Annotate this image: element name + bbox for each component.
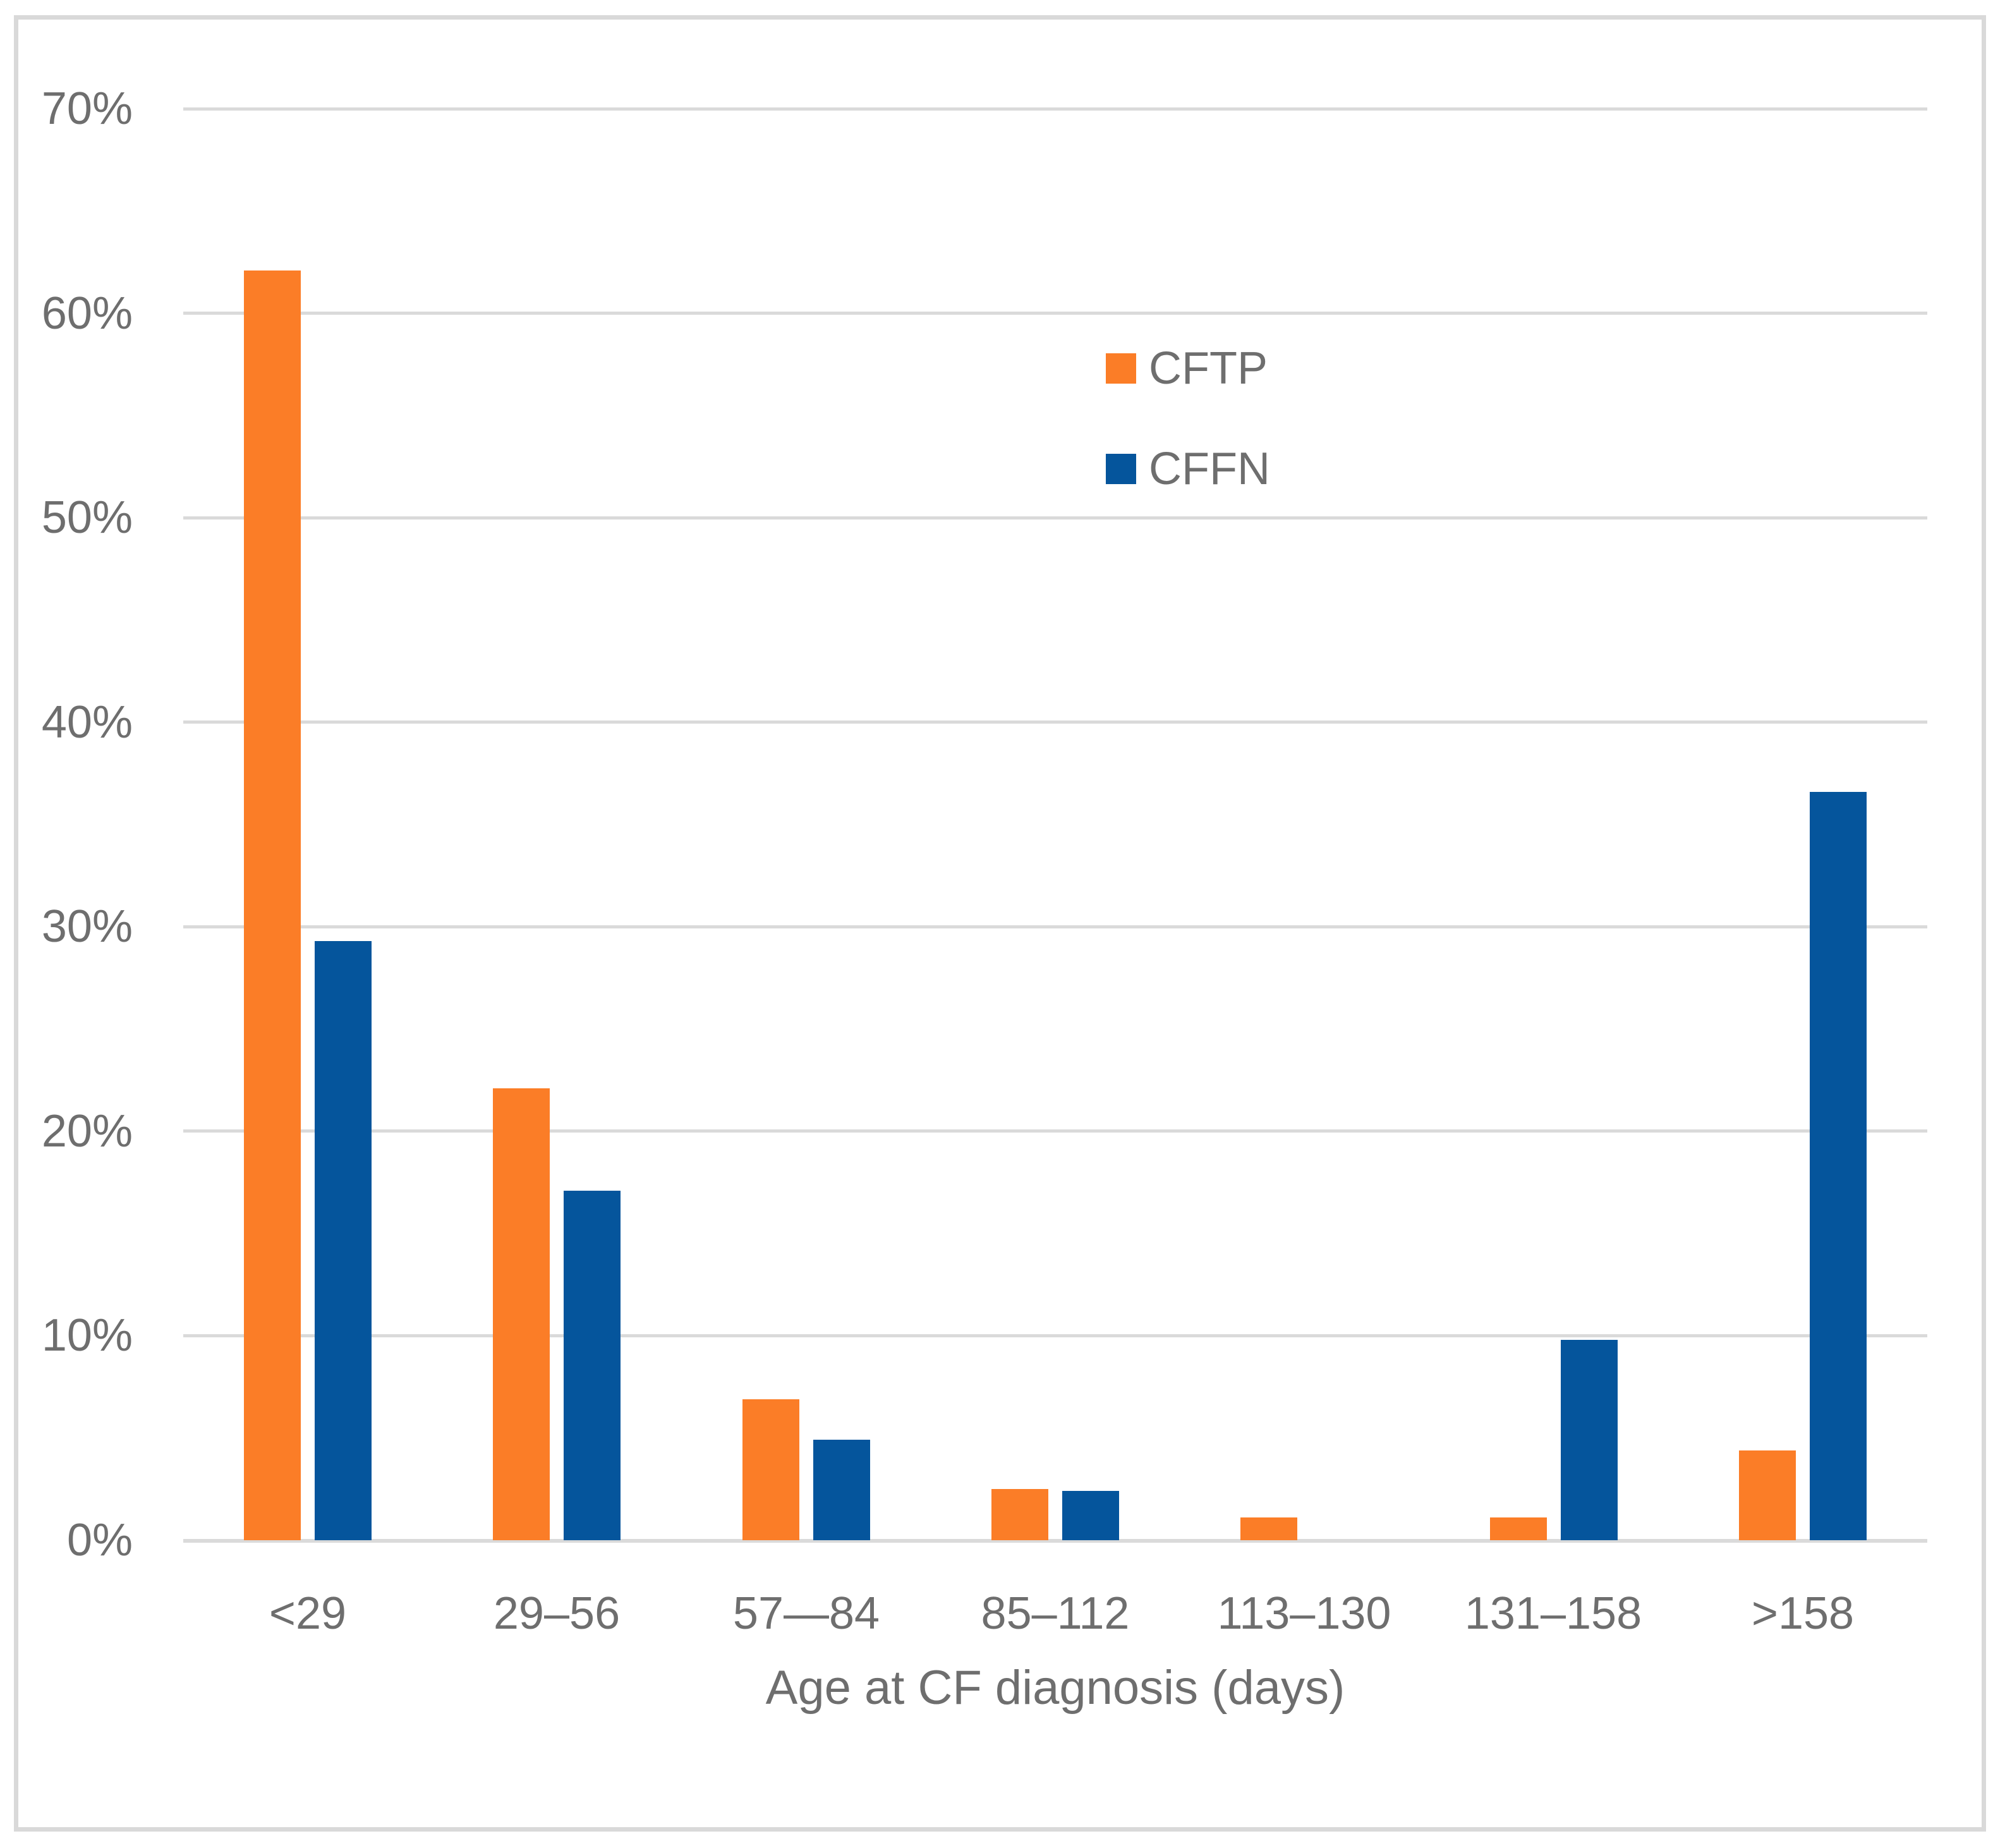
bar-cffn-6	[1810, 792, 1867, 1540]
legend-label: CFFN	[1149, 444, 1270, 494]
bar-cffn-1	[564, 1191, 621, 1540]
bar-cftp-0	[244, 271, 301, 1540]
legend-swatch-cftp	[1106, 353, 1136, 384]
bar-cftp-3	[991, 1489, 1048, 1540]
x-axis-tick-labels: <29 29–56 57—84 85–112 113–130 131–158 >158	[183, 1583, 1927, 1644]
x-category-label: 131–158	[1464, 1588, 1642, 1639]
y-tick-label: 60%	[41, 288, 133, 339]
x-axis-line	[183, 1539, 1927, 1543]
bar-cftp-6	[1739, 1450, 1796, 1540]
gridline	[183, 720, 1927, 724]
x-category-label: <29	[269, 1588, 347, 1639]
legend-swatch-cffn	[1106, 454, 1136, 484]
gridline	[183, 107, 1927, 111]
bar-cftp-5	[1490, 1517, 1547, 1540]
legend-label: CFTP	[1149, 343, 1268, 394]
y-tick-label: 10%	[41, 1310, 133, 1361]
y-tick-label: 30%	[41, 901, 133, 952]
chart-figure: 70% 60% 50% 40% 30% 20% 10% 0% <29 29–56 57—84 85–…	[14, 15, 1986, 1832]
y-tick-label: 50%	[41, 492, 133, 543]
y-tick-label: 70%	[41, 83, 133, 134]
x-category-label: 113–130	[1217, 1588, 1391, 1639]
y-tick-label: 40%	[41, 697, 133, 748]
bar-cftp-2	[742, 1399, 799, 1540]
gridline	[183, 312, 1927, 315]
bar-cftp-1	[493, 1088, 550, 1540]
x-category-label: 29–56	[493, 1588, 621, 1639]
bar-cffn-0	[315, 941, 372, 1540]
y-tick-label: 20%	[41, 1106, 133, 1157]
legend-item-cftp: CFTP	[1106, 346, 1270, 391]
gridline	[183, 925, 1927, 928]
y-tick-label: 0%	[66, 1515, 133, 1565]
y-axis-tick-labels: 70% 60% 50% 40% 30% 20% 10% 0%	[18, 20, 133, 1827]
x-axis-title: Age at CF diagnosis (days)	[765, 1661, 1345, 1715]
gridline	[183, 516, 1927, 520]
legend-item-cffn: CFFN	[1106, 446, 1270, 492]
x-category-label: >158	[1751, 1588, 1855, 1639]
bar-cftp-4	[1240, 1517, 1297, 1540]
gridline	[183, 1334, 1927, 1337]
bar-cffn-5	[1561, 1340, 1618, 1540]
legend: CFTP CFFN	[1106, 346, 1270, 547]
bar-cffn-2	[813, 1440, 870, 1540]
x-category-label: 85–112	[981, 1588, 1130, 1639]
bar-cffn-3	[1062, 1491, 1119, 1540]
gridline	[183, 1129, 1927, 1133]
plot-area	[183, 107, 1927, 1543]
x-category-label: 57—84	[732, 1588, 880, 1639]
